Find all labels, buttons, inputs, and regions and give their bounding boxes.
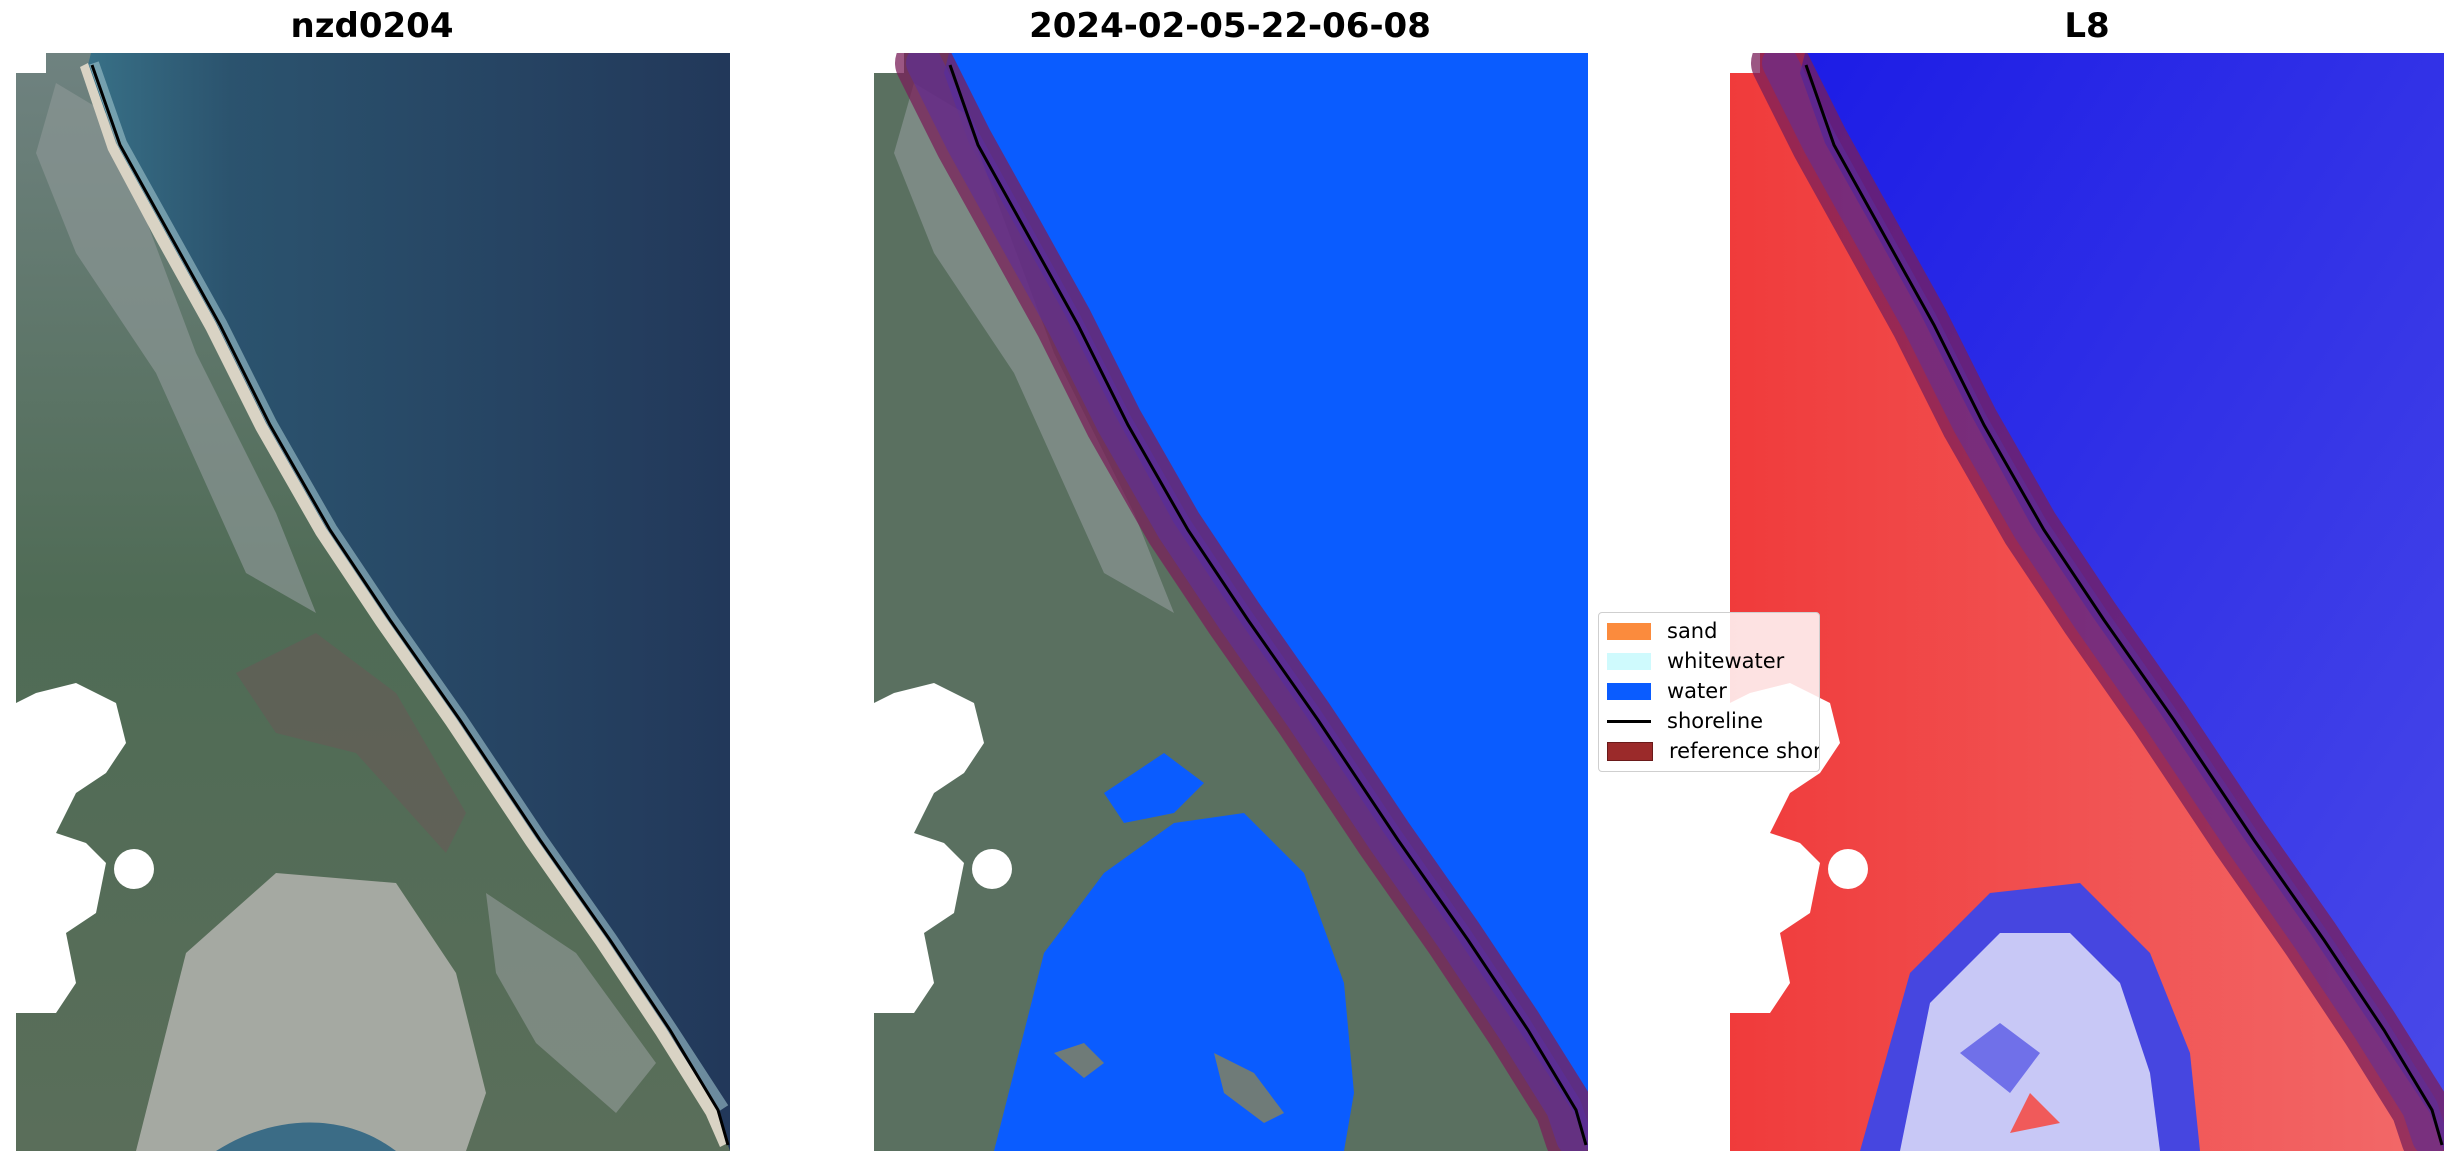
panel-title-rgb: nzd0204 — [290, 6, 454, 46]
legend-label-water: water — [1667, 679, 1727, 703]
legend-swatch-whitewater — [1607, 652, 1651, 670]
legend-item-whitewater: whitewater — [1607, 647, 1784, 675]
index-image-panel — [1730, 53, 2444, 1151]
legend-label-reference-shoreline: reference shoreline buffer — [1669, 739, 1820, 763]
legend-item-water: water — [1607, 677, 1727, 705]
legend-swatch-water — [1607, 682, 1651, 700]
legend-label-whitewater: whitewater — [1667, 649, 1785, 673]
panel-title-classified: 2024-02-05-22-06-08 — [1029, 6, 1431, 46]
legend-swatch-shoreline — [1607, 719, 1651, 723]
legend-swatch-reference-shoreline — [1607, 741, 1653, 761]
legend-label-sand: sand — [1667, 619, 1718, 643]
panel-title-index: L8 — [2064, 6, 2110, 46]
classified-image — [874, 53, 1588, 1151]
legend: sand whitewater water shoreline referenc… — [1598, 612, 1820, 772]
index-image — [1730, 53, 2444, 1151]
legend-item-sand: sand — [1607, 617, 1717, 645]
rgb-satellite-image — [16, 53, 730, 1151]
classified-image-panel — [874, 53, 1588, 1151]
rgb-image-panel — [16, 53, 730, 1151]
legend-label-shoreline: shoreline — [1667, 709, 1764, 733]
legend-item-shoreline: shoreline — [1607, 707, 1763, 735]
legend-swatch-sand — [1607, 622, 1651, 640]
legend-item-reference-shoreline: reference shoreline buffer — [1607, 737, 1820, 765]
